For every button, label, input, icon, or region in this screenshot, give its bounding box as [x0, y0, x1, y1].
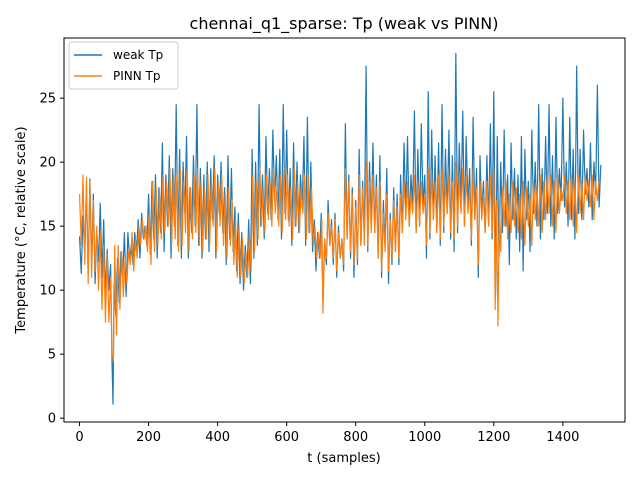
y-tick-label: 25	[39, 92, 56, 107]
x-tick-label: 0	[75, 430, 83, 445]
x-tick-label: 1200	[477, 430, 510, 445]
x-axis: 0 200 400 600 800 1000 1200 1400	[75, 422, 579, 445]
plot-frame	[63, 37, 626, 423]
x-tick-label: 1000	[408, 430, 441, 445]
legend-label-weak-tp: weak Tp	[113, 48, 163, 62]
chart-title: chennai_q1_sparse: Tp (weak vs PINN)	[190, 14, 499, 34]
legend-box	[68, 41, 179, 90]
series-line-pinn-tp	[78, 161, 602, 362]
x-tick-label: 1400	[546, 430, 579, 445]
y-axis: 0 5 10 15 20 25	[39, 92, 64, 427]
legend: weak Tp PINN Tp	[68, 41, 179, 90]
y-tick-label: 0	[48, 412, 56, 427]
x-tick-label: 200	[136, 430, 161, 445]
y-tick-label: 20	[39, 156, 56, 171]
y-tick-label: 5	[48, 348, 56, 363]
plot-area	[63, 37, 626, 423]
y-tick-label: 15	[39, 220, 56, 235]
x-tick-label: 400	[205, 430, 230, 445]
x-tick-label: 600	[274, 430, 299, 445]
x-axis-label: t (samples)	[307, 451, 380, 466]
legend-label-pinn-tp: PINN Tp	[113, 69, 161, 83]
y-axis-label: Temperature (°C, relative scale)	[14, 126, 29, 334]
y-tick-label: 10	[39, 284, 56, 299]
series-layer	[78, 52, 602, 405]
x-tick-label: 800	[343, 430, 368, 445]
